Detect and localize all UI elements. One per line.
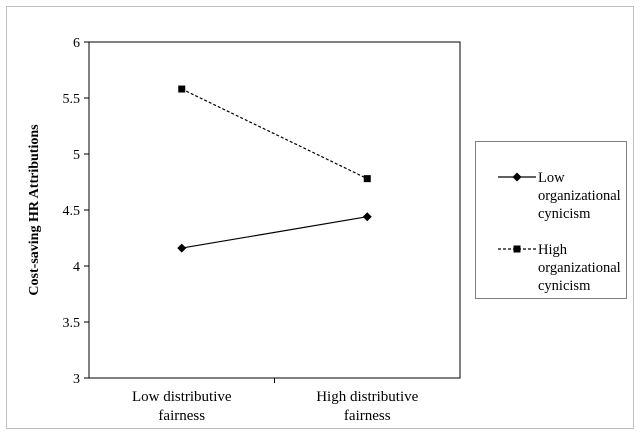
legend-item: High organizational cynicism xyxy=(498,242,621,294)
legend-label-line: cynicism xyxy=(538,206,591,222)
legend-label-line: High xyxy=(538,242,568,258)
chart-series xyxy=(177,85,372,253)
y-tick-label: 4 xyxy=(73,260,80,275)
data-point-square xyxy=(178,85,186,93)
x-tick-label-line: Low distributive xyxy=(132,389,232,405)
series-line xyxy=(181,88,368,180)
legend-entries: Low organizational cynicism High organizatio… xyxy=(498,170,621,294)
series-line xyxy=(181,216,368,249)
data-point-square xyxy=(363,175,371,183)
x-tick-label: Low distributive fairness xyxy=(132,389,232,424)
x-tick-label-line: fairness xyxy=(158,408,205,424)
legend-swatch-marker xyxy=(512,172,522,182)
data-point-diamond xyxy=(362,212,372,222)
x-tick-label: High distributive fairness xyxy=(316,389,418,424)
data-point-diamond xyxy=(177,243,187,253)
y-axis-label: Cost-saving HR Attributions xyxy=(27,124,42,296)
y-tick-label: 5 xyxy=(73,148,80,163)
y-tick-label: 5.5 xyxy=(63,92,81,107)
y-tick-label: 6 xyxy=(73,36,80,51)
x-tick-label-line: High distributive xyxy=(316,389,418,405)
legend-label-line: organizational xyxy=(538,188,621,204)
legend-label: Low organizational cynicism xyxy=(538,170,621,222)
y-tick-label: 4.5 xyxy=(63,204,81,219)
legend-label-line: Low xyxy=(538,170,565,186)
y-tick-label: 3.5 xyxy=(63,316,81,331)
legend-item: Low organizational cynicism xyxy=(498,170,621,222)
series-high-cynicism xyxy=(178,85,371,183)
legend-label: High organizational cynicism xyxy=(538,242,621,294)
chart-axes xyxy=(88,41,461,379)
x-tick-label-line: fairness xyxy=(344,408,391,424)
legend: Low organizational cynicism High organizatio… xyxy=(475,141,627,299)
y-axis-ticks: 3 3.5 4 4.5 5 5.5 6 xyxy=(63,36,89,387)
legend-swatch-marker xyxy=(513,245,521,253)
y-tick-label: 3 xyxy=(73,372,80,387)
legend-label-line: organizational xyxy=(538,260,621,276)
legend-label-line: cynicism xyxy=(538,278,591,294)
series-low-cynicism xyxy=(177,212,372,253)
plot-area-border xyxy=(88,41,461,379)
